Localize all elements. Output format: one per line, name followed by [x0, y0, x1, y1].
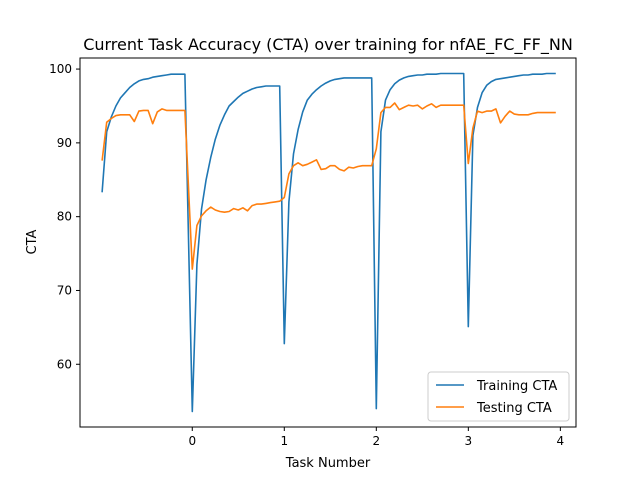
x-tick-label: 0: [188, 434, 196, 448]
x-axis: 0 1 2 3 4: [188, 427, 564, 448]
series-line-0: [101, 72, 556, 413]
y-tick-label: 60: [57, 357, 72, 371]
x-tick-label: 2: [372, 434, 380, 448]
plot-lines: [101, 72, 556, 413]
y-tick-label: 90: [57, 136, 72, 150]
series-line-1: [101, 102, 556, 270]
x-tick-label: 4: [557, 434, 565, 448]
plot-frame: [79, 57, 577, 428]
y-tick-label: 100: [49, 62, 72, 76]
y-tick-label: 80: [57, 210, 72, 224]
legend: Training CTA Testing CTA: [427, 371, 570, 422]
x-axis-label: Task Number: [285, 456, 371, 471]
y-axis-label: CTA: [25, 229, 40, 254]
y-axis: 60 70 80 90 100: [49, 62, 80, 371]
legend-label-1: Testing CTA: [476, 401, 552, 416]
legend-label-0: Training CTA: [476, 379, 557, 394]
chart-title: Current Task Accuracy (CTA) over trainin…: [83, 35, 573, 55]
x-tick-label: 1: [280, 434, 288, 448]
y-tick-label: 70: [57, 283, 72, 297]
x-tick-label: 3: [465, 434, 473, 448]
